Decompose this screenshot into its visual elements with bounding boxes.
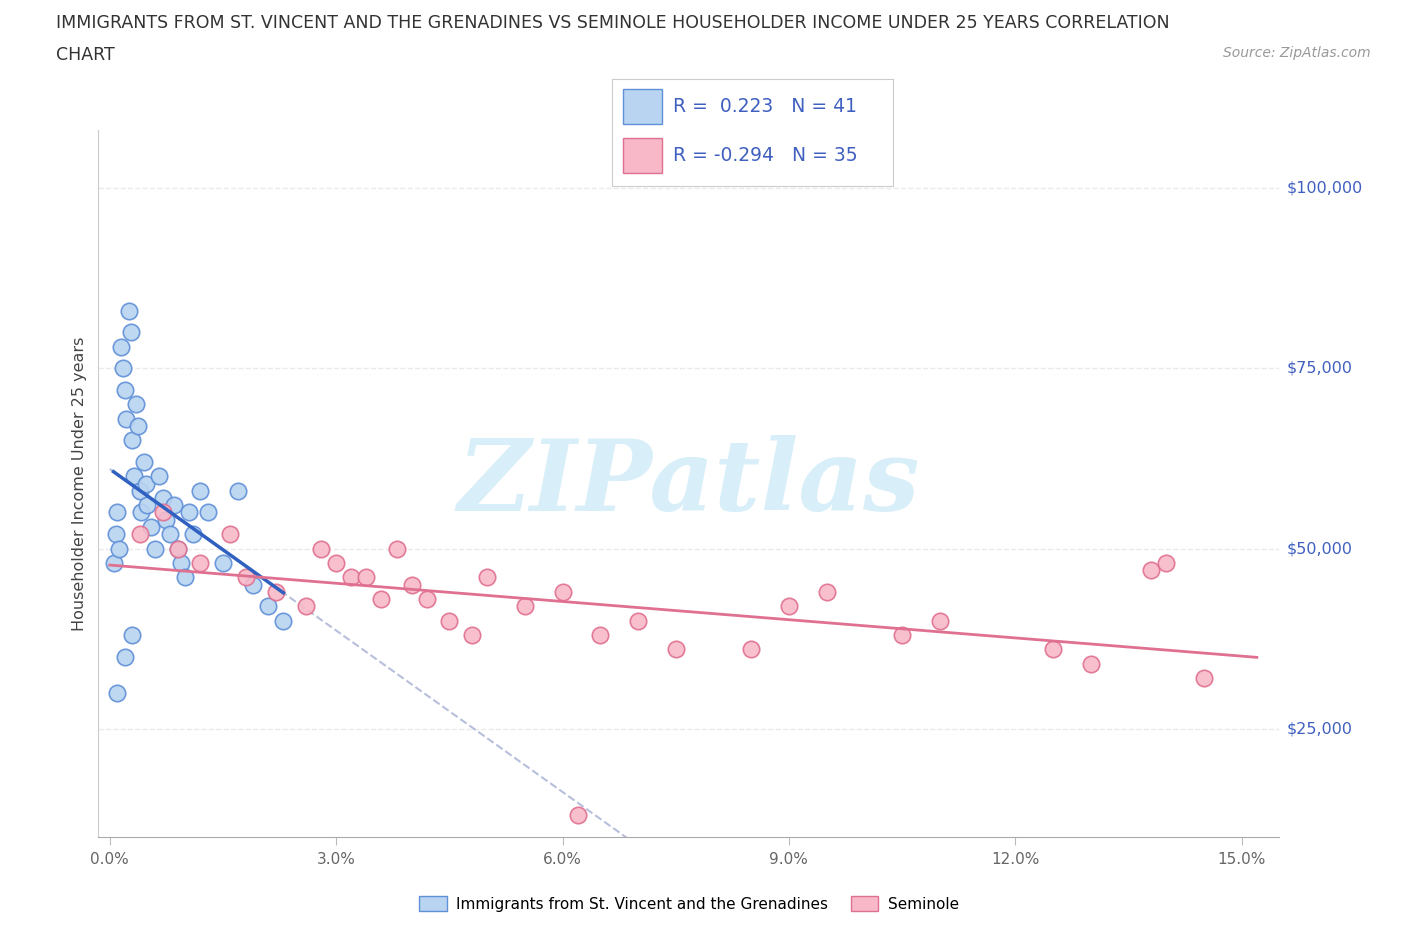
Point [110,339,132,354]
Point [513,599,536,614]
Point [385,541,408,556]
Point [181,526,204,541]
Point [155,512,177,527]
Point [117,303,139,318]
Point [132,455,155,470]
Point [551,584,574,599]
Point [778,599,800,614]
Point [589,628,612,643]
Point [197,505,219,520]
Point [120,325,142,339]
Point [121,432,143,447]
Point [152,491,174,506]
Bar [623,138,662,173]
Point [129,526,152,541]
Point [127,418,149,433]
Point [105,685,128,700]
Text: Source: ZipAtlas.com: Source: ZipAtlas.com [1223,46,1371,60]
Point [1154,555,1177,570]
Point [152,505,174,520]
Point [115,411,138,426]
Point [136,498,159,512]
Point [1042,642,1064,657]
Point [129,484,152,498]
Point [188,484,211,498]
Point [131,505,153,520]
Point [107,541,129,556]
Point [928,613,950,628]
Text: $50,000: $50,000 [1286,541,1353,556]
Point [415,591,437,606]
Point [401,578,423,592]
Point [1140,563,1163,578]
Point [103,555,125,570]
Point [188,555,211,570]
Point [475,570,498,585]
Bar [623,88,662,124]
Text: R =  0.223   N = 41: R = 0.223 N = 41 [673,97,858,116]
Point [815,584,838,599]
Point [340,570,363,585]
Point [121,628,143,643]
Point [226,484,249,498]
Point [370,591,392,606]
Point [166,541,188,556]
Point [665,642,688,657]
Point [257,599,280,614]
Point [159,526,181,541]
Point [174,570,197,585]
Text: ZIPatlas: ZIPatlas [458,435,920,532]
Text: R = -0.294   N = 35: R = -0.294 N = 35 [673,146,858,165]
Point [567,808,589,823]
Point [125,397,148,412]
Legend: Immigrants from St. Vincent and the Grenadines, Seminole: Immigrants from St. Vincent and the Gren… [413,889,965,918]
Point [135,476,157,491]
Point [309,541,332,556]
Point [141,520,163,535]
Text: IMMIGRANTS FROM ST. VINCENT AND THE GRENADINES VS SEMINOLE HOUSEHOLDER INCOME UN: IMMIGRANTS FROM ST. VINCENT AND THE GREN… [56,14,1170,32]
Point [143,541,166,556]
Point [177,505,200,520]
Point [1192,671,1215,685]
Point [295,599,318,614]
Point [235,570,257,585]
Point [264,584,287,599]
Point [439,613,461,628]
Point [325,555,347,570]
Text: $100,000: $100,000 [1286,180,1362,195]
Point [163,498,186,512]
Point [219,526,242,541]
Point [461,628,484,643]
Point [273,613,295,628]
Point [356,570,378,585]
Point [114,382,136,397]
Point [1080,657,1102,671]
Point [242,578,264,592]
Point [122,469,145,484]
Point [212,555,235,570]
Point [891,628,914,643]
Point [148,469,170,484]
Point [104,526,127,541]
Text: $25,000: $25,000 [1286,722,1353,737]
Point [166,541,188,556]
Point [112,361,135,376]
Y-axis label: Householder Income Under 25 years: Householder Income Under 25 years [72,337,87,631]
Text: CHART: CHART [56,46,115,64]
Point [740,642,762,657]
Point [114,649,136,664]
Point [105,505,128,520]
Point [170,555,193,570]
Point [627,613,650,628]
Text: $75,000: $75,000 [1286,361,1353,376]
